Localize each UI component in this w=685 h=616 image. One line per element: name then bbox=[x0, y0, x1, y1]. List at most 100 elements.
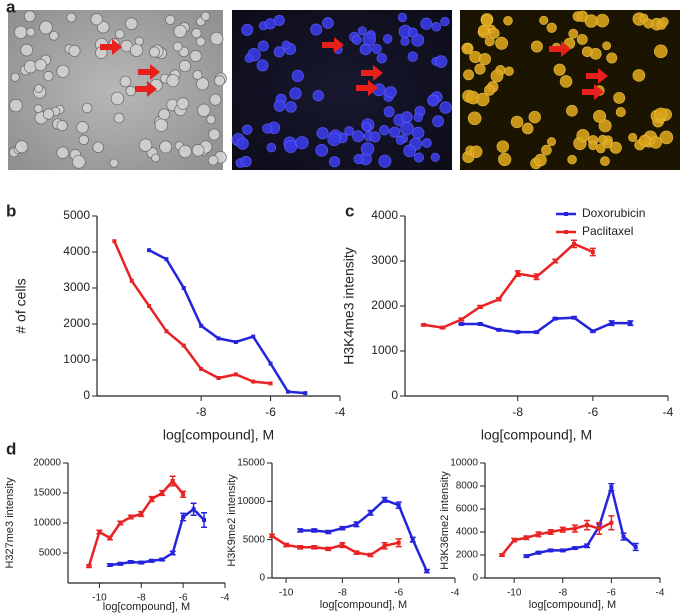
y-tick-label: 10000 bbox=[450, 458, 478, 469]
cell bbox=[606, 52, 618, 64]
cell bbox=[490, 69, 504, 83]
cell bbox=[470, 145, 483, 158]
cell bbox=[351, 34, 362, 45]
legend-swatch bbox=[564, 212, 568, 216]
cell bbox=[480, 14, 493, 27]
y-tick-label: 4000 bbox=[63, 244, 90, 258]
point bbox=[500, 553, 505, 557]
series-line bbox=[300, 498, 428, 572]
cell bbox=[568, 28, 579, 39]
point bbox=[181, 492, 186, 497]
point bbox=[128, 560, 133, 564]
cell bbox=[352, 130, 365, 143]
point bbox=[128, 515, 133, 519]
cell bbox=[595, 13, 610, 28]
cell bbox=[541, 144, 552, 156]
cell bbox=[397, 12, 408, 23]
point bbox=[560, 548, 565, 553]
cell bbox=[602, 41, 612, 51]
cell bbox=[114, 29, 125, 40]
cell bbox=[295, 136, 309, 150]
cell bbox=[576, 33, 588, 45]
x-axis-title: log[compound], M bbox=[320, 599, 407, 611]
cell bbox=[476, 92, 490, 107]
y-tick-label: 2000 bbox=[456, 550, 479, 561]
cell bbox=[463, 69, 474, 81]
point bbox=[199, 323, 204, 328]
point bbox=[97, 530, 102, 534]
cell bbox=[413, 112, 424, 122]
arrow bbox=[586, 68, 608, 84]
cell bbox=[195, 77, 210, 91]
cell bbox=[581, 46, 593, 58]
point bbox=[354, 550, 359, 555]
cell bbox=[439, 101, 452, 114]
y-tick-label: 2000 bbox=[63, 316, 90, 330]
cell bbox=[154, 118, 169, 133]
point bbox=[633, 544, 638, 549]
point bbox=[548, 530, 553, 534]
cell bbox=[613, 91, 626, 104]
x-tick-label: -10 bbox=[507, 588, 522, 599]
cell bbox=[206, 114, 216, 125]
x-tick-label: -6 bbox=[265, 405, 276, 419]
cell bbox=[264, 18, 276, 30]
point bbox=[268, 381, 273, 386]
series-line bbox=[113, 240, 271, 385]
cell bbox=[26, 27, 36, 37]
cell bbox=[20, 43, 34, 57]
cell bbox=[34, 58, 47, 72]
cell bbox=[504, 66, 514, 76]
y-tick-label: 0 bbox=[83, 388, 90, 402]
cell bbox=[328, 156, 341, 168]
y-tick-label: 3000 bbox=[371, 253, 398, 267]
cell bbox=[584, 14, 598, 28]
x-tick-label: -8 bbox=[558, 588, 567, 599]
cell bbox=[273, 100, 286, 112]
cell bbox=[407, 51, 418, 62]
point bbox=[326, 546, 331, 551]
cell bbox=[257, 40, 269, 52]
cell bbox=[344, 126, 355, 136]
series-line bbox=[148, 249, 306, 395]
cell bbox=[209, 31, 224, 46]
arrow bbox=[582, 84, 604, 100]
cell bbox=[478, 24, 490, 36]
cell bbox=[413, 152, 425, 163]
point bbox=[181, 286, 186, 290]
y-tick-label: 0 bbox=[259, 573, 265, 584]
cell bbox=[653, 44, 668, 59]
cell bbox=[178, 59, 192, 73]
x-tick-label: -6 bbox=[607, 588, 616, 599]
cell bbox=[362, 32, 377, 46]
cell bbox=[371, 43, 382, 54]
point bbox=[534, 330, 539, 335]
cell bbox=[178, 144, 192, 159]
cell bbox=[244, 53, 254, 63]
cell bbox=[553, 63, 566, 76]
point bbox=[585, 523, 590, 528]
cell bbox=[638, 134, 651, 147]
x-tick-label: -4 bbox=[656, 588, 665, 599]
cell bbox=[148, 46, 160, 58]
cell bbox=[401, 111, 413, 123]
cell bbox=[110, 91, 125, 106]
cell bbox=[119, 75, 132, 88]
series-line bbox=[87, 479, 185, 567]
cell bbox=[357, 26, 367, 36]
x-tick-label: -4 bbox=[221, 593, 230, 604]
cell bbox=[14, 25, 28, 40]
cell bbox=[400, 36, 410, 46]
cell bbox=[241, 23, 254, 36]
y-tick-label: 4000 bbox=[371, 208, 398, 222]
point bbox=[515, 330, 520, 335]
cell bbox=[484, 36, 495, 47]
point bbox=[326, 530, 331, 534]
arrow bbox=[361, 65, 383, 81]
cell bbox=[628, 132, 638, 142]
point bbox=[440, 325, 445, 330]
point bbox=[478, 322, 483, 326]
point bbox=[298, 545, 303, 550]
y-tick-label: 3000 bbox=[63, 280, 90, 294]
